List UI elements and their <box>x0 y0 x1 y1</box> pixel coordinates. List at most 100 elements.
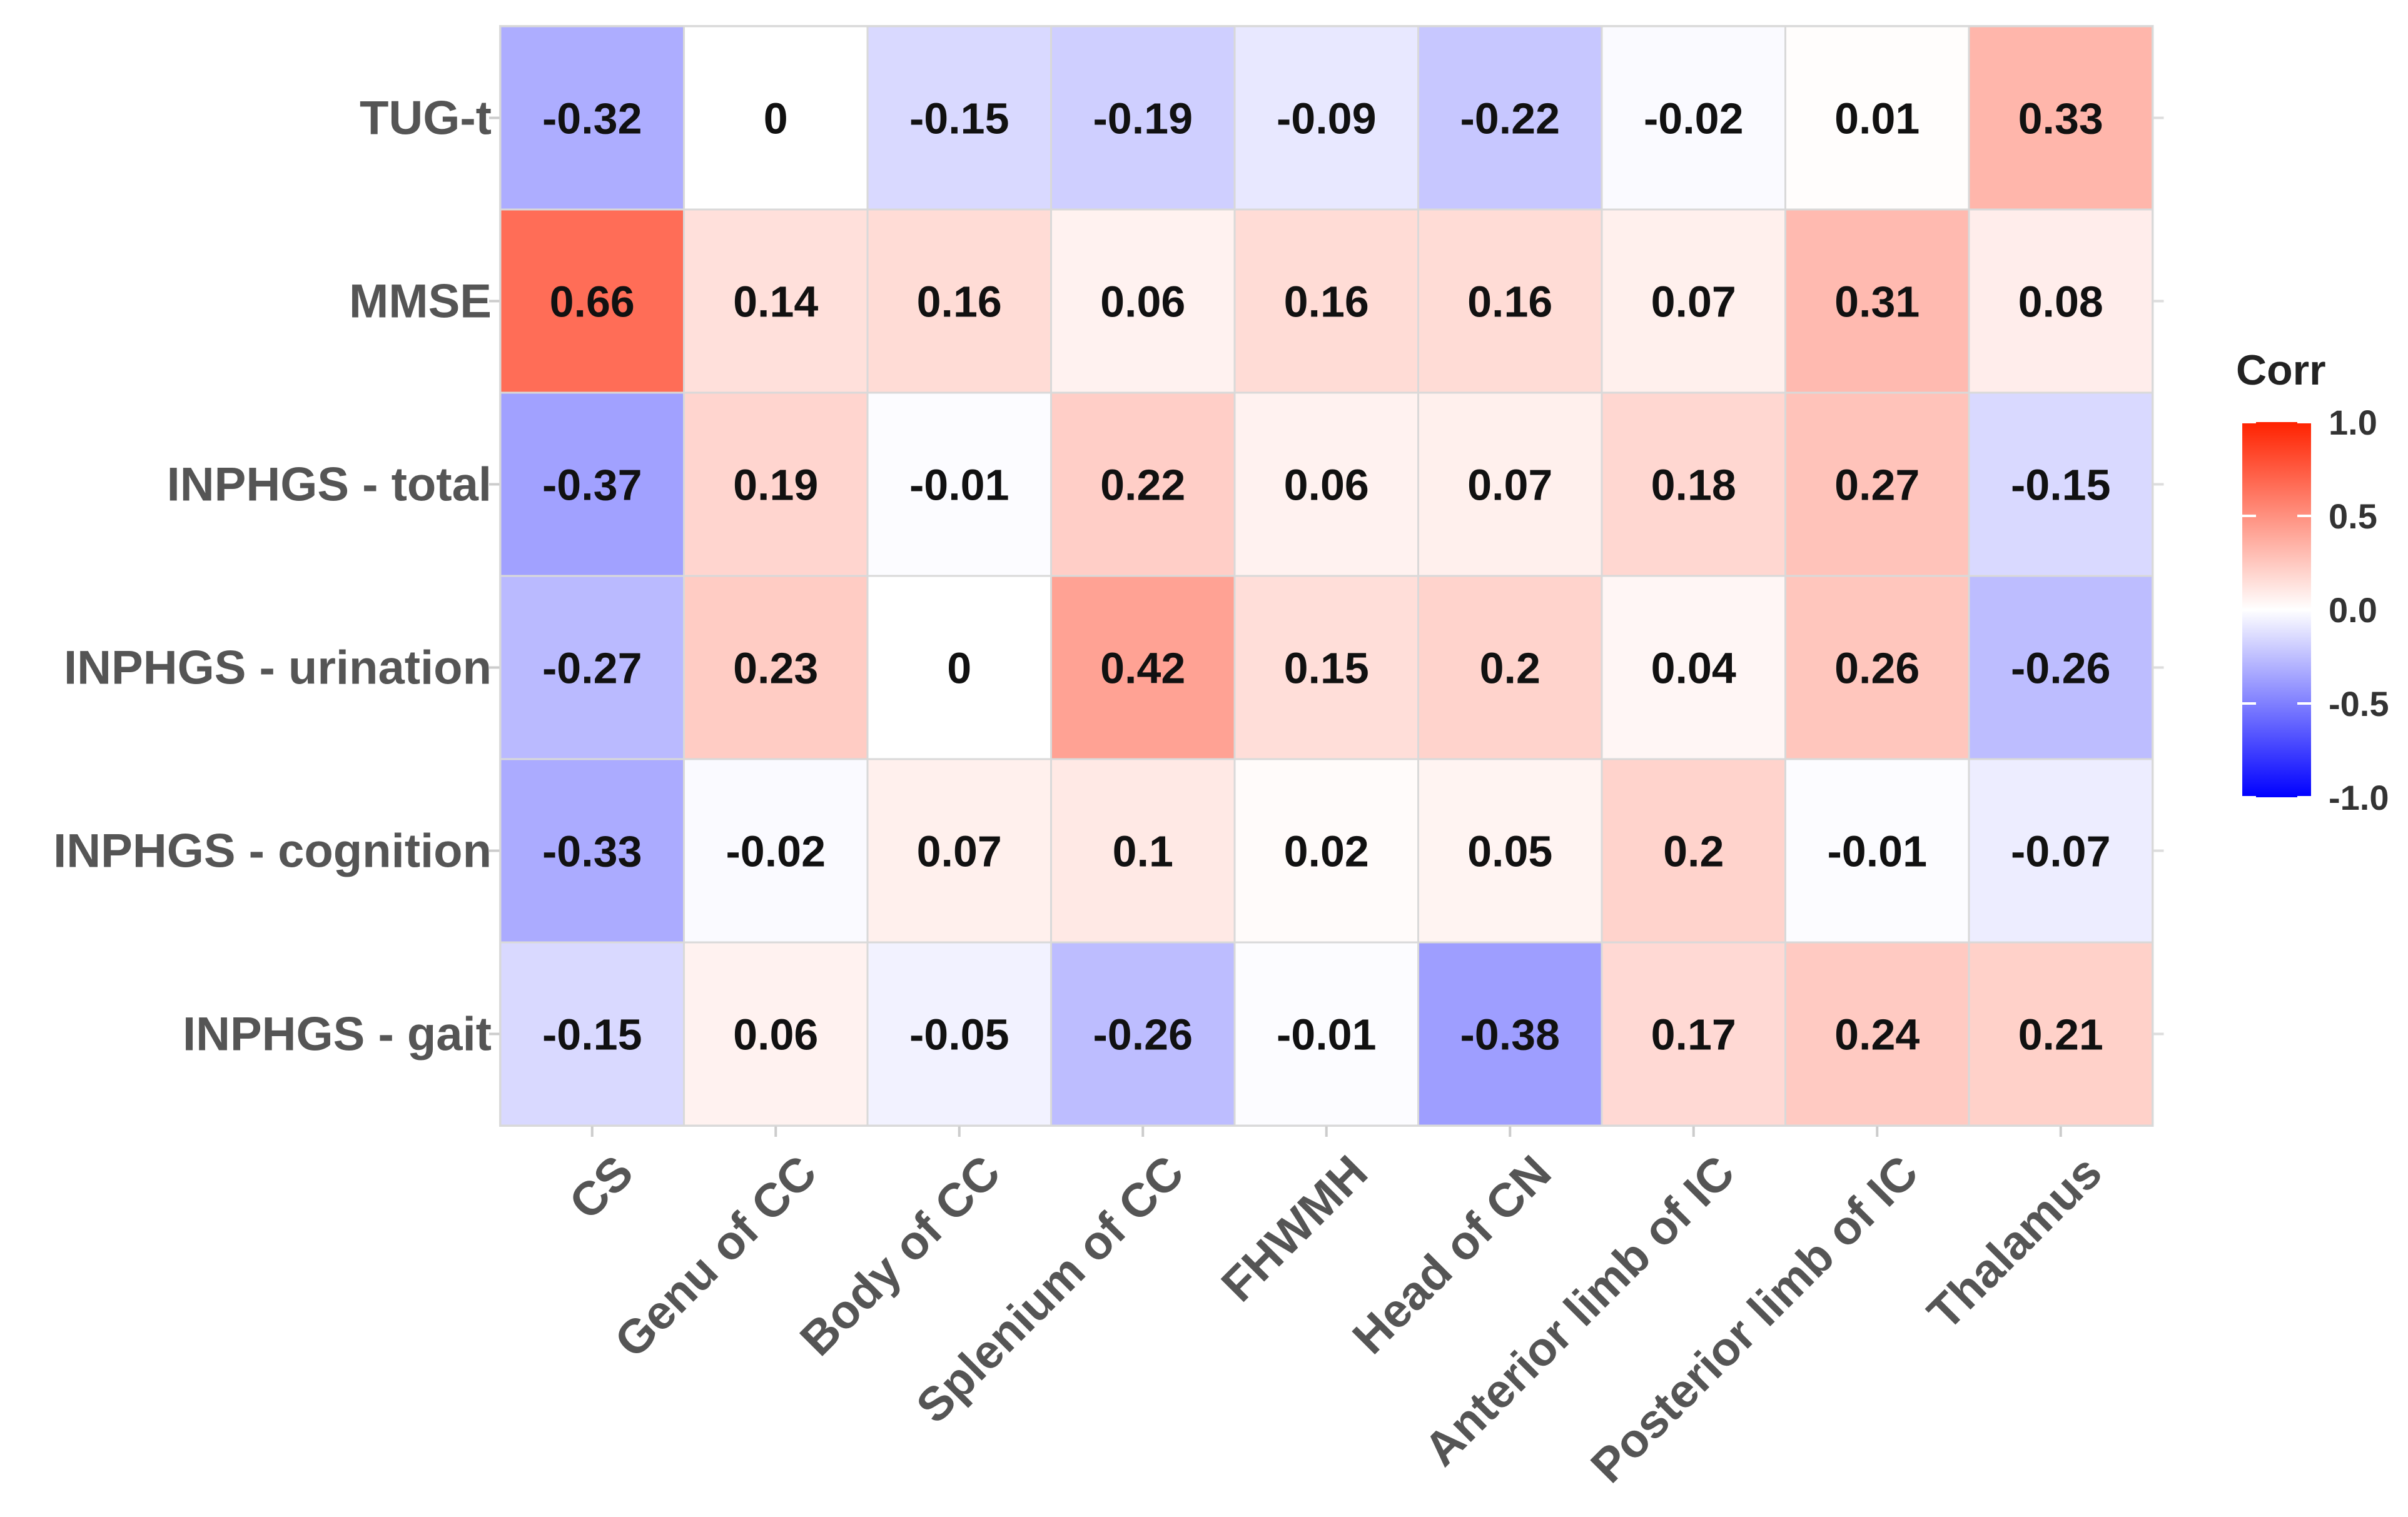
cell-value-label: 0.66 <box>550 278 635 326</box>
legend-tick-label: 1.0 <box>2329 403 2377 442</box>
heatmap-cell <box>683 941 869 1127</box>
cell-value-label: -0.09 <box>1277 94 1377 143</box>
cell-value-label: 0.06 <box>1284 461 1369 510</box>
legend-title: Corr <box>2236 346 2326 394</box>
heatmap-cell <box>499 208 685 394</box>
cell-value-label: 0.06 <box>1100 278 1185 326</box>
heatmap-cell <box>1050 575 1236 760</box>
cell-value-label: -0.15 <box>542 1010 642 1059</box>
cell-value-label: 0.08 <box>2018 278 2103 326</box>
heatmap-cell <box>1233 208 1419 394</box>
heatmap-cell <box>1417 758 1603 944</box>
cell-value-label: 0.19 <box>733 461 818 510</box>
legend-tick-label: -1.0 <box>2329 778 2389 817</box>
cell-value-label: 0.31 <box>1834 278 1920 326</box>
heatmap-cell <box>866 758 1052 944</box>
cell-value-label: -0.27 <box>542 644 642 693</box>
row-label: INPHGS - cognition <box>53 825 492 878</box>
cell-value-label: -0.33 <box>542 827 642 876</box>
cell-value-label: -0.26 <box>2011 644 2111 693</box>
heatmap-cell <box>866 575 1052 760</box>
cell-value-label: 0.2 <box>1663 827 1724 876</box>
column-label: CS <box>559 1146 644 1230</box>
cell-value-label: 0.42 <box>1100 644 1185 693</box>
heatmap-cell <box>683 575 869 760</box>
cell-value-label: 0 <box>764 94 788 143</box>
heatmap-cell <box>1784 941 1970 1127</box>
heatmap-cell <box>866 391 1052 577</box>
row-label: MMSE <box>349 275 492 328</box>
cell-value-label: 0.18 <box>1651 461 1736 510</box>
heatmap-cells: -0.32 0 -0.15 -0.19 -0.09 -0.22 -0.02 0.01 0.33 0… <box>499 25 2153 1127</box>
heatmap-cell <box>1050 391 1236 577</box>
heatmap-cell <box>499 575 685 760</box>
cell-value-label: 0.07 <box>1467 461 1552 510</box>
cell-value-label: 0.23 <box>733 644 818 693</box>
legend-tick-label: -0.5 <box>2329 684 2389 723</box>
cell-value-label: 0.22 <box>1100 461 1185 510</box>
y-axis-labels: TUG-t MMSE INPHGS - total INPHGS - urinatio… <box>53 92 492 1061</box>
column-label: FHWMH <box>1212 1146 1378 1312</box>
cell-value-label: 0.21 <box>2018 1010 2103 1059</box>
cell-value-label: 0.07 <box>917 827 1002 876</box>
heatmap-cell <box>683 25 869 211</box>
row-label: TUG-t <box>360 92 492 145</box>
cell-value-label: 0.17 <box>1651 1010 1736 1059</box>
cell-value-label: -0.15 <box>2011 461 2111 510</box>
cell-value-label: 0.16 <box>917 278 1002 326</box>
column-label: Anterior limb of IC <box>1414 1146 1745 1476</box>
cell-value-label: -0.37 <box>542 461 642 510</box>
heatmap-cell <box>866 208 1052 394</box>
heatmap-cell <box>1050 25 1236 211</box>
cell-value-label: -0.32 <box>542 94 642 143</box>
heatmap-cell <box>1601 25 1786 211</box>
cell-value-label: -0.22 <box>1460 94 1560 143</box>
cell-value-label: 0.01 <box>1834 94 1920 143</box>
heatmap-cell <box>1417 208 1603 394</box>
heatmap-cell <box>1233 941 1419 1127</box>
cell-value-label: 0.24 <box>1834 1010 1920 1059</box>
cell-value-label: 0.02 <box>1284 827 1369 876</box>
cell-value-label: -0.15 <box>909 94 1009 143</box>
heatmap-cell <box>1784 758 1970 944</box>
cell-value-label: -0.38 <box>1460 1010 1560 1059</box>
heatmap-cell <box>1968 758 2153 944</box>
row-label: INPHGS - urination <box>64 642 492 695</box>
row-label: INPHGS - gait <box>183 1008 492 1061</box>
cell-value-label: -0.26 <box>1093 1010 1193 1059</box>
cell-value-label: 0.2 <box>1480 644 1540 693</box>
cell-value-label: 0 <box>947 644 971 693</box>
heatmap-cell <box>1784 208 1970 394</box>
cell-value-label: 0.14 <box>733 278 818 326</box>
heatmap-cell <box>1601 208 1786 394</box>
heatmap-cell <box>1050 208 1236 394</box>
legend-tick-label: 0.5 <box>2329 496 2377 536</box>
heatmap-cell <box>1233 391 1419 577</box>
cell-value-label: 0.06 <box>733 1010 818 1059</box>
cell-value-label: 0.07 <box>1651 278 1736 326</box>
cell-value-label: 0.15 <box>1284 644 1369 693</box>
heatmap-cell <box>1050 941 1236 1127</box>
cell-value-label: 0.05 <box>1467 827 1552 876</box>
heatmap-cell <box>866 25 1052 211</box>
heatmap-cell <box>1601 575 1786 760</box>
cell-value-label: 0.27 <box>1834 461 1920 510</box>
cell-value-label: 0.33 <box>2018 94 2103 143</box>
heatmap-cell <box>499 941 685 1127</box>
cell-value-label: -0.01 <box>1277 1010 1377 1059</box>
column-label: Posterior limb of IC <box>1581 1146 1929 1493</box>
cell-value-label: 0.04 <box>1651 644 1736 693</box>
heatmap-cell <box>1784 25 1970 211</box>
cell-value-label: 0.16 <box>1284 278 1369 326</box>
cell-value-label: -0.02 <box>726 827 826 876</box>
heatmap-cell <box>683 208 869 394</box>
cell-value-label: -0.19 <box>1093 94 1193 143</box>
cell-value-label: 0.16 <box>1467 278 1552 326</box>
cell-value-label: -0.05 <box>909 1010 1009 1059</box>
heatmap-cell <box>1050 758 1236 944</box>
heatmap-cell <box>1968 25 2153 211</box>
heatmap-cell <box>1601 758 1786 944</box>
heatmap-cell <box>1968 575 2153 760</box>
